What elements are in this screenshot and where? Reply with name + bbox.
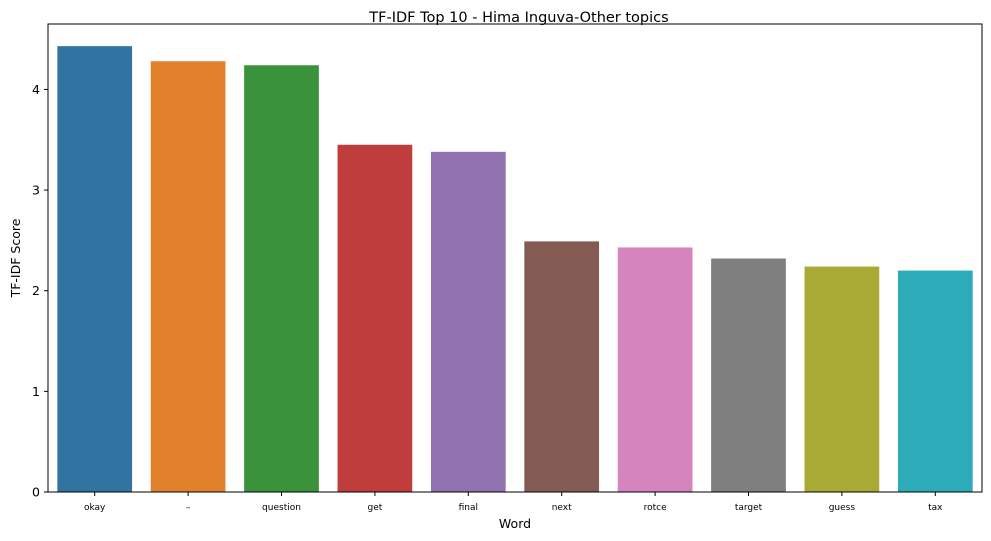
plot-frame (47, 23, 983, 493)
bar-3 (337, 144, 413, 492)
x-tick-label: target (735, 503, 763, 513)
bar-0 (57, 46, 133, 492)
y-tick-label: 4 (32, 82, 40, 97)
y-axis: 0 1 2 3 4 (32, 82, 48, 500)
chart-title: TF-IDF Top 10 - Hima Inguva-Other topics (368, 10, 668, 26)
y-tick-label: 3 (32, 183, 40, 198)
y-axis-label: TF-IDF Score (8, 218, 23, 298)
bars-group (57, 46, 973, 493)
bar-1 (150, 61, 226, 492)
y-tick-label: 0 (32, 485, 40, 500)
bar-6 (617, 247, 693, 492)
x-tick-label: question (262, 503, 301, 513)
x-tick-label: – (186, 503, 191, 513)
bar-4 (430, 151, 506, 493)
x-tick-label: okay (84, 503, 106, 513)
x-tick-label: tax (928, 503, 943, 513)
bar-2 (244, 65, 319, 492)
bar-7 (711, 258, 786, 492)
y-tick-label: 1 (32, 384, 40, 399)
bar-5 (524, 241, 600, 492)
x-tick-label: rotce (644, 503, 667, 513)
x-tick-label: guess (829, 503, 856, 513)
y-tick-label: 2 (32, 283, 40, 298)
bar-8 (804, 266, 880, 492)
x-tick-label: final (459, 503, 478, 513)
bar-9 (897, 270, 973, 492)
x-tick-label: get (368, 503, 383, 513)
x-tick-label: next (552, 503, 572, 513)
x-axis-label: Word (499, 516, 531, 531)
x-axis: okay – question get final next rotce target gues… (84, 492, 943, 513)
